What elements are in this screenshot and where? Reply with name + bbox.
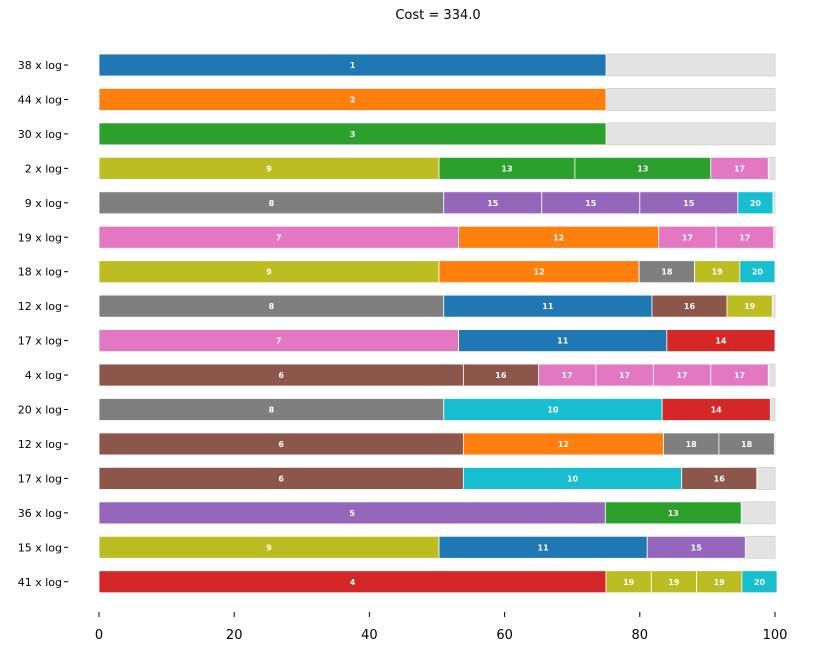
segment-label: 11 — [557, 337, 569, 346]
segment-label: 16 — [684, 302, 696, 311]
segment-label: 19 — [744, 302, 756, 311]
segment-label: 3 — [350, 130, 356, 139]
y-tick-label: 2 x log — [25, 162, 62, 175]
bar-segment — [710, 363, 769, 387]
y-tick-label: 17 x log — [18, 472, 62, 485]
segment-label: 17 — [676, 371, 687, 380]
x-tick-label: 20 — [226, 628, 243, 643]
y-tick-label: 38 x log — [18, 59, 62, 72]
segment-label: 17 — [562, 371, 573, 380]
segment-label: 17 — [619, 371, 630, 380]
segment-label: 19 — [668, 578, 680, 587]
bar-segment — [718, 432, 775, 456]
bar-segment — [646, 535, 746, 559]
segment-label: 12 — [558, 440, 569, 449]
bar-segment — [98, 88, 607, 111]
segment-label: 8 — [269, 199, 275, 208]
bar-segment — [681, 466, 758, 490]
segment-label: 9 — [266, 164, 272, 173]
y-tick-label: 41 x log — [18, 576, 62, 589]
segment-label: 1 — [350, 61, 356, 70]
segment-label: 6 — [278, 440, 284, 449]
y-axis-labels: 38 x log 44 x log 30 x log 2 x log 9 x log 19… — [18, 59, 68, 589]
segment-label: 18 — [686, 440, 698, 449]
segment-label: 15 — [691, 543, 703, 552]
y-tick-label: 44 x log — [18, 93, 62, 106]
segment-label: 10 — [547, 406, 559, 415]
y-tick-label: 9 x log — [25, 197, 62, 210]
x-tick-label: 0 — [95, 628, 103, 643]
segment-label: 19 — [623, 578, 635, 587]
y-tick-label: 20 x log — [18, 404, 62, 417]
segment-label: 7 — [276, 337, 282, 346]
segment-label: 12 — [534, 268, 545, 277]
bar-segment — [726, 294, 773, 318]
segment-label: 14 — [711, 406, 723, 415]
segment-label: 17 — [739, 233, 750, 242]
segment-label: 17 — [734, 164, 745, 173]
y-tick-label: 17 x log — [18, 335, 62, 348]
segment-label: 9 — [266, 268, 272, 277]
segment-label: 19 — [714, 578, 726, 587]
segment-label: 7 — [276, 233, 282, 242]
x-axis: 0 20 40 60 80 100 — [95, 612, 788, 643]
segment-label: 10 — [567, 474, 579, 483]
y-tick-label: 36 x log — [18, 507, 62, 520]
bar-segment — [604, 501, 742, 525]
bar-segment — [737, 191, 774, 215]
segment-label: 12 — [553, 233, 564, 242]
bar-segment — [710, 156, 769, 180]
segment-label: 13 — [637, 164, 648, 173]
segment-label: 18 — [741, 440, 753, 449]
segment-label: 20 — [752, 268, 764, 277]
segment-label: 18 — [661, 268, 673, 277]
bar-segment — [98, 122, 607, 146]
segment-label: 5 — [349, 509, 355, 518]
y-tick-label: 12 x log — [18, 300, 62, 313]
y-tick-label: 30 x log — [18, 128, 62, 141]
y-tick-label: 18 x log — [18, 266, 62, 279]
segment-label: 16 — [495, 371, 507, 380]
x-tick-label: 40 — [361, 628, 378, 643]
y-tick-label: 15 x log — [18, 541, 62, 554]
y-tick-label: 4 x log — [25, 369, 62, 382]
segment-label: 17 — [734, 371, 745, 380]
segment-label: 17 — [682, 233, 693, 242]
segment-label: 8 — [269, 302, 275, 311]
x-tick-label: 60 — [496, 628, 513, 643]
bar-segment — [715, 225, 775, 249]
chart-title: Cost = 334.0 — [395, 8, 480, 23]
segment-label: 15 — [585, 199, 597, 208]
segment-label: 13 — [668, 509, 679, 518]
x-tick-label: 100 — [763, 628, 788, 643]
bar-segment — [661, 398, 771, 421]
segment-label: 13 — [501, 164, 512, 173]
segment-label: 6 — [278, 474, 284, 483]
segment-label: 15 — [683, 199, 695, 208]
segment-label: 4 — [350, 578, 356, 587]
bar-segment — [741, 570, 778, 594]
segment-label: 11 — [542, 302, 554, 311]
y-tick-label: 12 x log — [18, 438, 62, 451]
segment-label: 9 — [266, 543, 272, 552]
segment-label: 20 — [750, 199, 762, 208]
segment-label: 20 — [754, 578, 766, 587]
y-tick-label: 19 x log — [18, 231, 62, 244]
segment-label: 19 — [712, 268, 724, 277]
bar-segment — [739, 260, 776, 284]
segment-label: 2 — [350, 95, 356, 104]
segment-label: 15 — [487, 199, 499, 208]
segment-label: 16 — [714, 474, 726, 483]
segment-label: 11 — [538, 543, 550, 552]
bar-segment — [98, 53, 607, 77]
segment-label: 14 — [715, 337, 727, 346]
x-tick-label: 80 — [632, 628, 649, 643]
segment-label: 6 — [278, 371, 284, 380]
segment-label: 8 — [269, 406, 275, 415]
bar-segment — [666, 329, 776, 353]
